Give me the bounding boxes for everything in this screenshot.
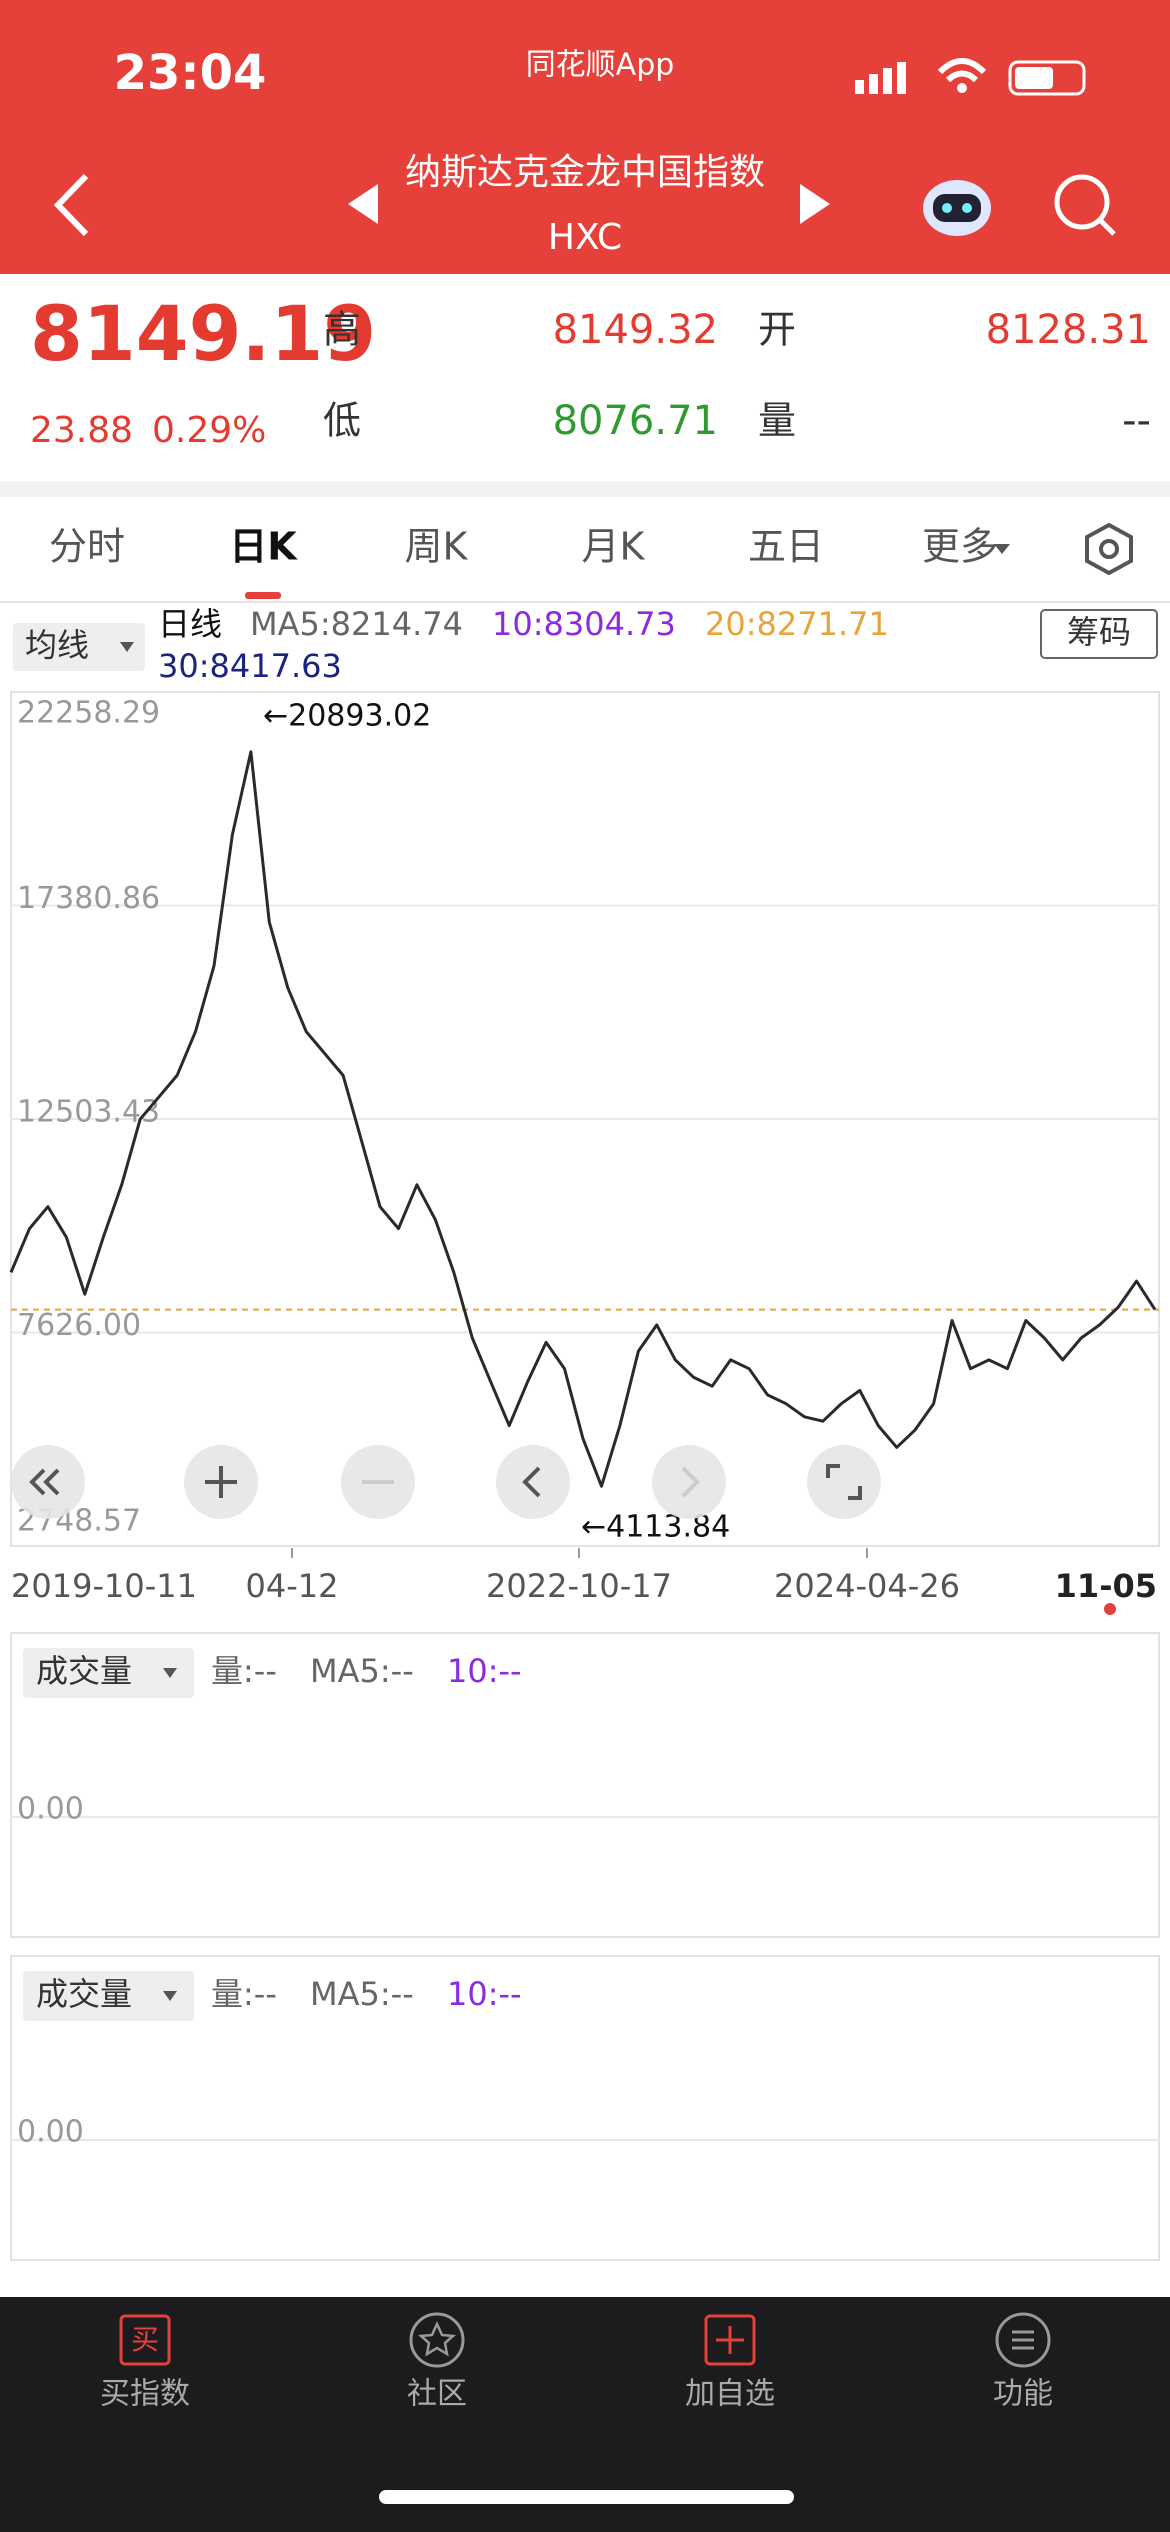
chips-button-bg[interactable] — [1040, 609, 1158, 659]
tab[interactable]: 五日 — [748, 525, 824, 569]
wifi-dot — [957, 83, 967, 93]
home-indicator — [379, 2490, 794, 2504]
max-annotation: ←20893.02 — [263, 699, 431, 734]
y-tick-label: 22258.29 — [17, 696, 160, 731]
position-dot — [1104, 1603, 1116, 1615]
battery-level — [1015, 67, 1053, 89]
legend-ma5: MA5:8214.74 — [250, 605, 463, 643]
volume-value: -- — [1122, 398, 1151, 444]
chart-controls — [11, 1445, 881, 1519]
y-tick-label: 12503.43 — [17, 1095, 160, 1130]
nav-labels: 买指数 社区 加自选 功能 — [100, 2377, 1053, 2412]
volume-ma5: MA5:-- — [310, 1975, 414, 2013]
dropdown-arrow — [163, 1668, 177, 1678]
y-tick-label: 17380.86 — [17, 881, 160, 916]
volume-legend: 量:-- — [211, 1652, 277, 1690]
volume-frame — [10, 1955, 1160, 2261]
x-tick-label: 2024-04-26 — [774, 1567, 960, 1605]
chips-button[interactable]: 筹码 — [1067, 613, 1131, 651]
volume-button[interactable]: 成交量 — [36, 1652, 132, 1690]
ma-button[interactable]: 均线 — [25, 626, 89, 664]
x-tick-label: 11-05 — [1055, 1567, 1157, 1605]
low-value: 8076.71 — [553, 398, 718, 444]
legend-ma30: 30:8417.63 — [158, 647, 342, 685]
x-tick-label: 2022-10-17 — [486, 1567, 672, 1605]
volume-zero: 0.00 — [17, 1792, 84, 1827]
star-glyph — [417, 2320, 457, 2357]
tab[interactable]: 分时 — [49, 525, 125, 569]
volume-ma10: 10:-- — [447, 1975, 522, 2013]
open-value: 8128.31 — [986, 307, 1151, 353]
buy-icon[interactable] — [119, 2314, 171, 2366]
volume-zero: 0.00 — [17, 2115, 84, 2150]
add-icon[interactable] — [704, 2314, 756, 2366]
wifi-icon — [937, 58, 987, 83]
more-arrow — [994, 544, 1010, 554]
last-price: 8149.19 — [30, 289, 376, 378]
nav-label[interactable]: 功能 — [993, 2377, 1053, 2412]
high-value: 8149.32 — [553, 307, 718, 353]
min-annotation: ←4113.84 — [581, 1510, 730, 1545]
tab-indicator — [245, 592, 281, 599]
tab[interactable]: 周K — [405, 525, 469, 569]
nav-label[interactable]: 买指数 — [100, 2377, 190, 2412]
tab[interactable]: 月K — [582, 525, 646, 569]
fullscreen-button[interactable] — [807, 1445, 881, 1519]
legend-period: 日线 — [158, 605, 222, 643]
change: 23.88 — [30, 410, 133, 451]
battery — [1008, 60, 1086, 96]
high-label: 高 — [323, 308, 361, 352]
separator — [0, 481, 1170, 497]
search-icon[interactable] — [1054, 174, 1116, 236]
menu-glyph — [1012, 2330, 1034, 2350]
status-time: 23:04 — [114, 45, 267, 101]
volume-legend: 量:-- — [211, 1975, 277, 2013]
low-label: 低 — [323, 399, 361, 443]
x-axis: 2019-10-11 04-12 2022-10-17 2024-04-26 11-05 — [11, 1548, 1157, 1605]
scroll-left-button[interactable] — [496, 1445, 570, 1519]
change-pct: 0.29% — [152, 410, 266, 451]
ma-button-bg[interactable] — [13, 623, 145, 671]
back-button[interactable] — [53, 173, 89, 237]
nav-label[interactable]: 加自选 — [685, 2377, 775, 2412]
robot-icon[interactable] — [923, 180, 991, 236]
scroll-right-button[interactable] — [652, 1445, 726, 1519]
nav-label[interactable]: 社区 — [407, 2377, 467, 2412]
dropdown-arrow — [120, 642, 134, 652]
index-title: 纳斯达克金龙中国指数 — [405, 152, 765, 193]
function-icon[interactable] — [995, 2312, 1051, 2368]
control-glyphs — [29, 1464, 862, 1500]
volume-label: 量 — [758, 399, 796, 443]
next-arrow[interactable] — [800, 184, 830, 224]
community-icon[interactable] — [409, 2312, 465, 2368]
status-app: 同花顺App — [526, 48, 675, 83]
legend-ma10: 10:8304.73 — [492, 605, 676, 643]
volume-button-bg[interactable] — [23, 1971, 194, 2021]
buy-glyph: 买 — [131, 2323, 159, 2356]
volume-ma5: MA5:-- — [310, 1652, 414, 1690]
volume-button-bg[interactable] — [23, 1648, 194, 1698]
plus-glyph — [716, 2326, 744, 2354]
tab[interactable]: 日K — [229, 525, 298, 569]
signal-icon — [855, 62, 906, 94]
open-label: 开 — [758, 308, 796, 352]
y-tick-label: 7626.00 — [17, 1308, 141, 1343]
dropdown-arrow — [163, 1991, 177, 2001]
settings-icon[interactable] — [1085, 522, 1133, 576]
x-tick-label: 2019-10-11 — [11, 1567, 197, 1605]
prev-arrow[interactable] — [348, 184, 378, 224]
volume-frame — [10, 1632, 1160, 1938]
index-code: HXC — [548, 217, 622, 258]
tab[interactable]: 更多 — [922, 525, 998, 569]
legend-ma20: 20:8271.71 — [705, 605, 889, 643]
plot — [9, 750, 1157, 1488]
x-tick-label: 04-12 — [246, 1567, 339, 1605]
price-line — [9, 750, 1157, 1488]
volume-button[interactable]: 成交量 — [36, 1975, 132, 2013]
volume-ma10: 10:-- — [447, 1652, 522, 1690]
